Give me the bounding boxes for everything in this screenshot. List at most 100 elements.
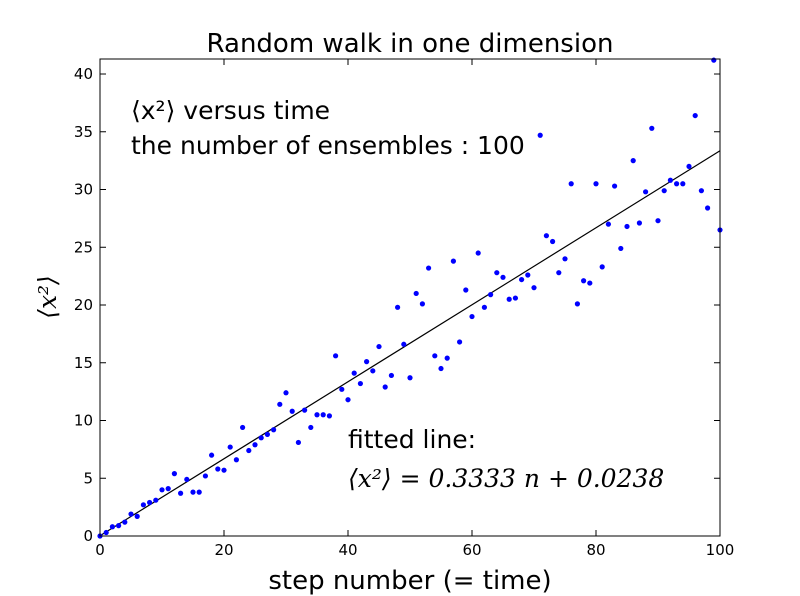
data-point [698, 188, 705, 194]
data-point [481, 304, 487, 310]
data-point [258, 435, 264, 441]
data-point [264, 431, 270, 437]
data-point [345, 397, 351, 403]
data-point [252, 442, 258, 448]
data-point [438, 365, 444, 372]
data-point [165, 486, 171, 492]
data-point [612, 183, 618, 189]
data-point [116, 523, 122, 529]
data-point [488, 292, 494, 298]
data-point [277, 401, 283, 407]
data-point [326, 413, 332, 419]
data-point [128, 511, 134, 517]
x-tick-label: 20 [214, 541, 233, 559]
data-point [593, 181, 599, 187]
y-tick-label: 15 [74, 354, 93, 372]
data-point [240, 424, 246, 431]
data-point [506, 296, 512, 302]
data-point [519, 276, 525, 283]
data-point [178, 490, 184, 496]
data-point [382, 384, 388, 390]
data-point [196, 489, 202, 495]
x-axis-label: step number (= time) [268, 566, 551, 596]
data-point [550, 238, 556, 245]
data-point [339, 386, 345, 392]
data-point [295, 439, 301, 446]
data-point [556, 270, 562, 276]
y-tick-label: 25 [74, 238, 93, 256]
data-point [159, 487, 165, 493]
annotation-quantity-vs-time: ⟨x²⟩ versus time [131, 96, 330, 125]
y-tick-label: 35 [74, 123, 93, 141]
data-point [661, 188, 667, 194]
data-point [469, 313, 475, 320]
data-point [413, 290, 419, 297]
data-point [419, 301, 425, 307]
data-point [140, 502, 146, 508]
data-point [314, 412, 320, 418]
data-point [630, 158, 636, 164]
data-point [333, 353, 339, 359]
data-point [426, 265, 432, 271]
y-tick-label: 5 [83, 469, 93, 487]
data-point [667, 177, 674, 183]
y-axis-label: ⟨x²⟩ [33, 275, 62, 319]
data-point [649, 125, 655, 131]
x-tick-label: 80 [586, 541, 605, 559]
x-tick-label: 60 [462, 541, 481, 559]
data-point [494, 270, 500, 276]
data-point [147, 499, 153, 506]
data-point [450, 258, 456, 264]
data-point [351, 370, 357, 376]
data-point [153, 497, 159, 503]
x-tick-label: 40 [338, 541, 357, 559]
data-point [643, 189, 649, 195]
x-tick-label: 100 [706, 541, 735, 559]
data-point [432, 353, 438, 359]
data-point [655, 218, 661, 224]
data-point [221, 467, 227, 473]
data-point [364, 359, 370, 365]
data-point [171, 471, 177, 477]
data-point [512, 295, 519, 301]
data-point [543, 233, 550, 239]
x-tick-label: 0 [95, 541, 105, 559]
data-point [674, 181, 680, 187]
data-point [599, 264, 605, 270]
data-point [680, 181, 686, 187]
data-point [618, 245, 624, 252]
y-tick-label: 10 [74, 412, 93, 430]
data-point [525, 272, 531, 278]
annotation-ensembles: the number of ensembles : 100 [131, 131, 525, 160]
data-point [357, 380, 363, 387]
data-point [246, 447, 252, 454]
fit-line [99, 150, 721, 537]
data-point [370, 368, 376, 374]
data-point [562, 256, 568, 262]
data-point [463, 287, 469, 293]
data-point [636, 220, 643, 226]
data-point [407, 375, 413, 381]
plot-frame [99, 58, 721, 537]
data-point [705, 205, 711, 211]
data-point [444, 355, 450, 361]
data-point [134, 513, 140, 519]
y-tick-label: 40 [74, 65, 93, 83]
data-point [376, 343, 382, 350]
data-point [233, 457, 239, 463]
data-point [475, 250, 481, 256]
data-point [320, 412, 326, 418]
data-point [202, 473, 208, 479]
data-point [568, 181, 574, 187]
data-point [581, 278, 587, 284]
data-point [209, 452, 215, 458]
data-point [395, 304, 401, 310]
data-point [190, 489, 196, 495]
data-point [388, 372, 394, 379]
data-point [283, 390, 289, 396]
data-point [227, 444, 233, 450]
data-point [184, 476, 190, 483]
chart-title: Random walk in one dimension [207, 29, 614, 59]
data-point [692, 112, 698, 119]
